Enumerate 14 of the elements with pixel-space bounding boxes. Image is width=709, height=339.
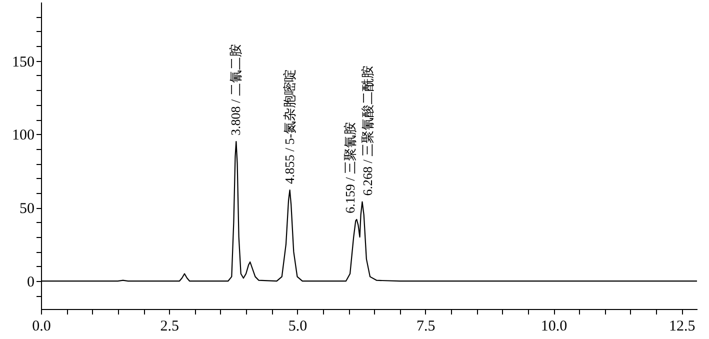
- x-tick-label: 12.5: [669, 318, 696, 334]
- x-tick-label: 0.0: [32, 318, 51, 334]
- annotation: 4.855 / 5-氮杂胞嘧啶: [282, 68, 297, 184]
- annotation: 6.268 / 三聚氰酸二酰胺: [360, 65, 376, 196]
- y-tick-label: 100: [12, 128, 34, 144]
- x-tick-label: 10.0: [540, 318, 568, 334]
- annotation: 3.808 / 二氰二胺: [228, 44, 244, 136]
- x-tick-label: 7.5: [416, 318, 436, 334]
- x-tick-label: 5.0: [288, 318, 308, 334]
- y-tick-label: 0: [27, 274, 34, 291]
- annotation: 6.159 / 三聚氰胺: [342, 122, 358, 214]
- y-tick-label: 50: [20, 201, 34, 218]
- x-tick-label: 2.5: [160, 318, 179, 334]
- y-tick-label: 150: [12, 54, 34, 70]
